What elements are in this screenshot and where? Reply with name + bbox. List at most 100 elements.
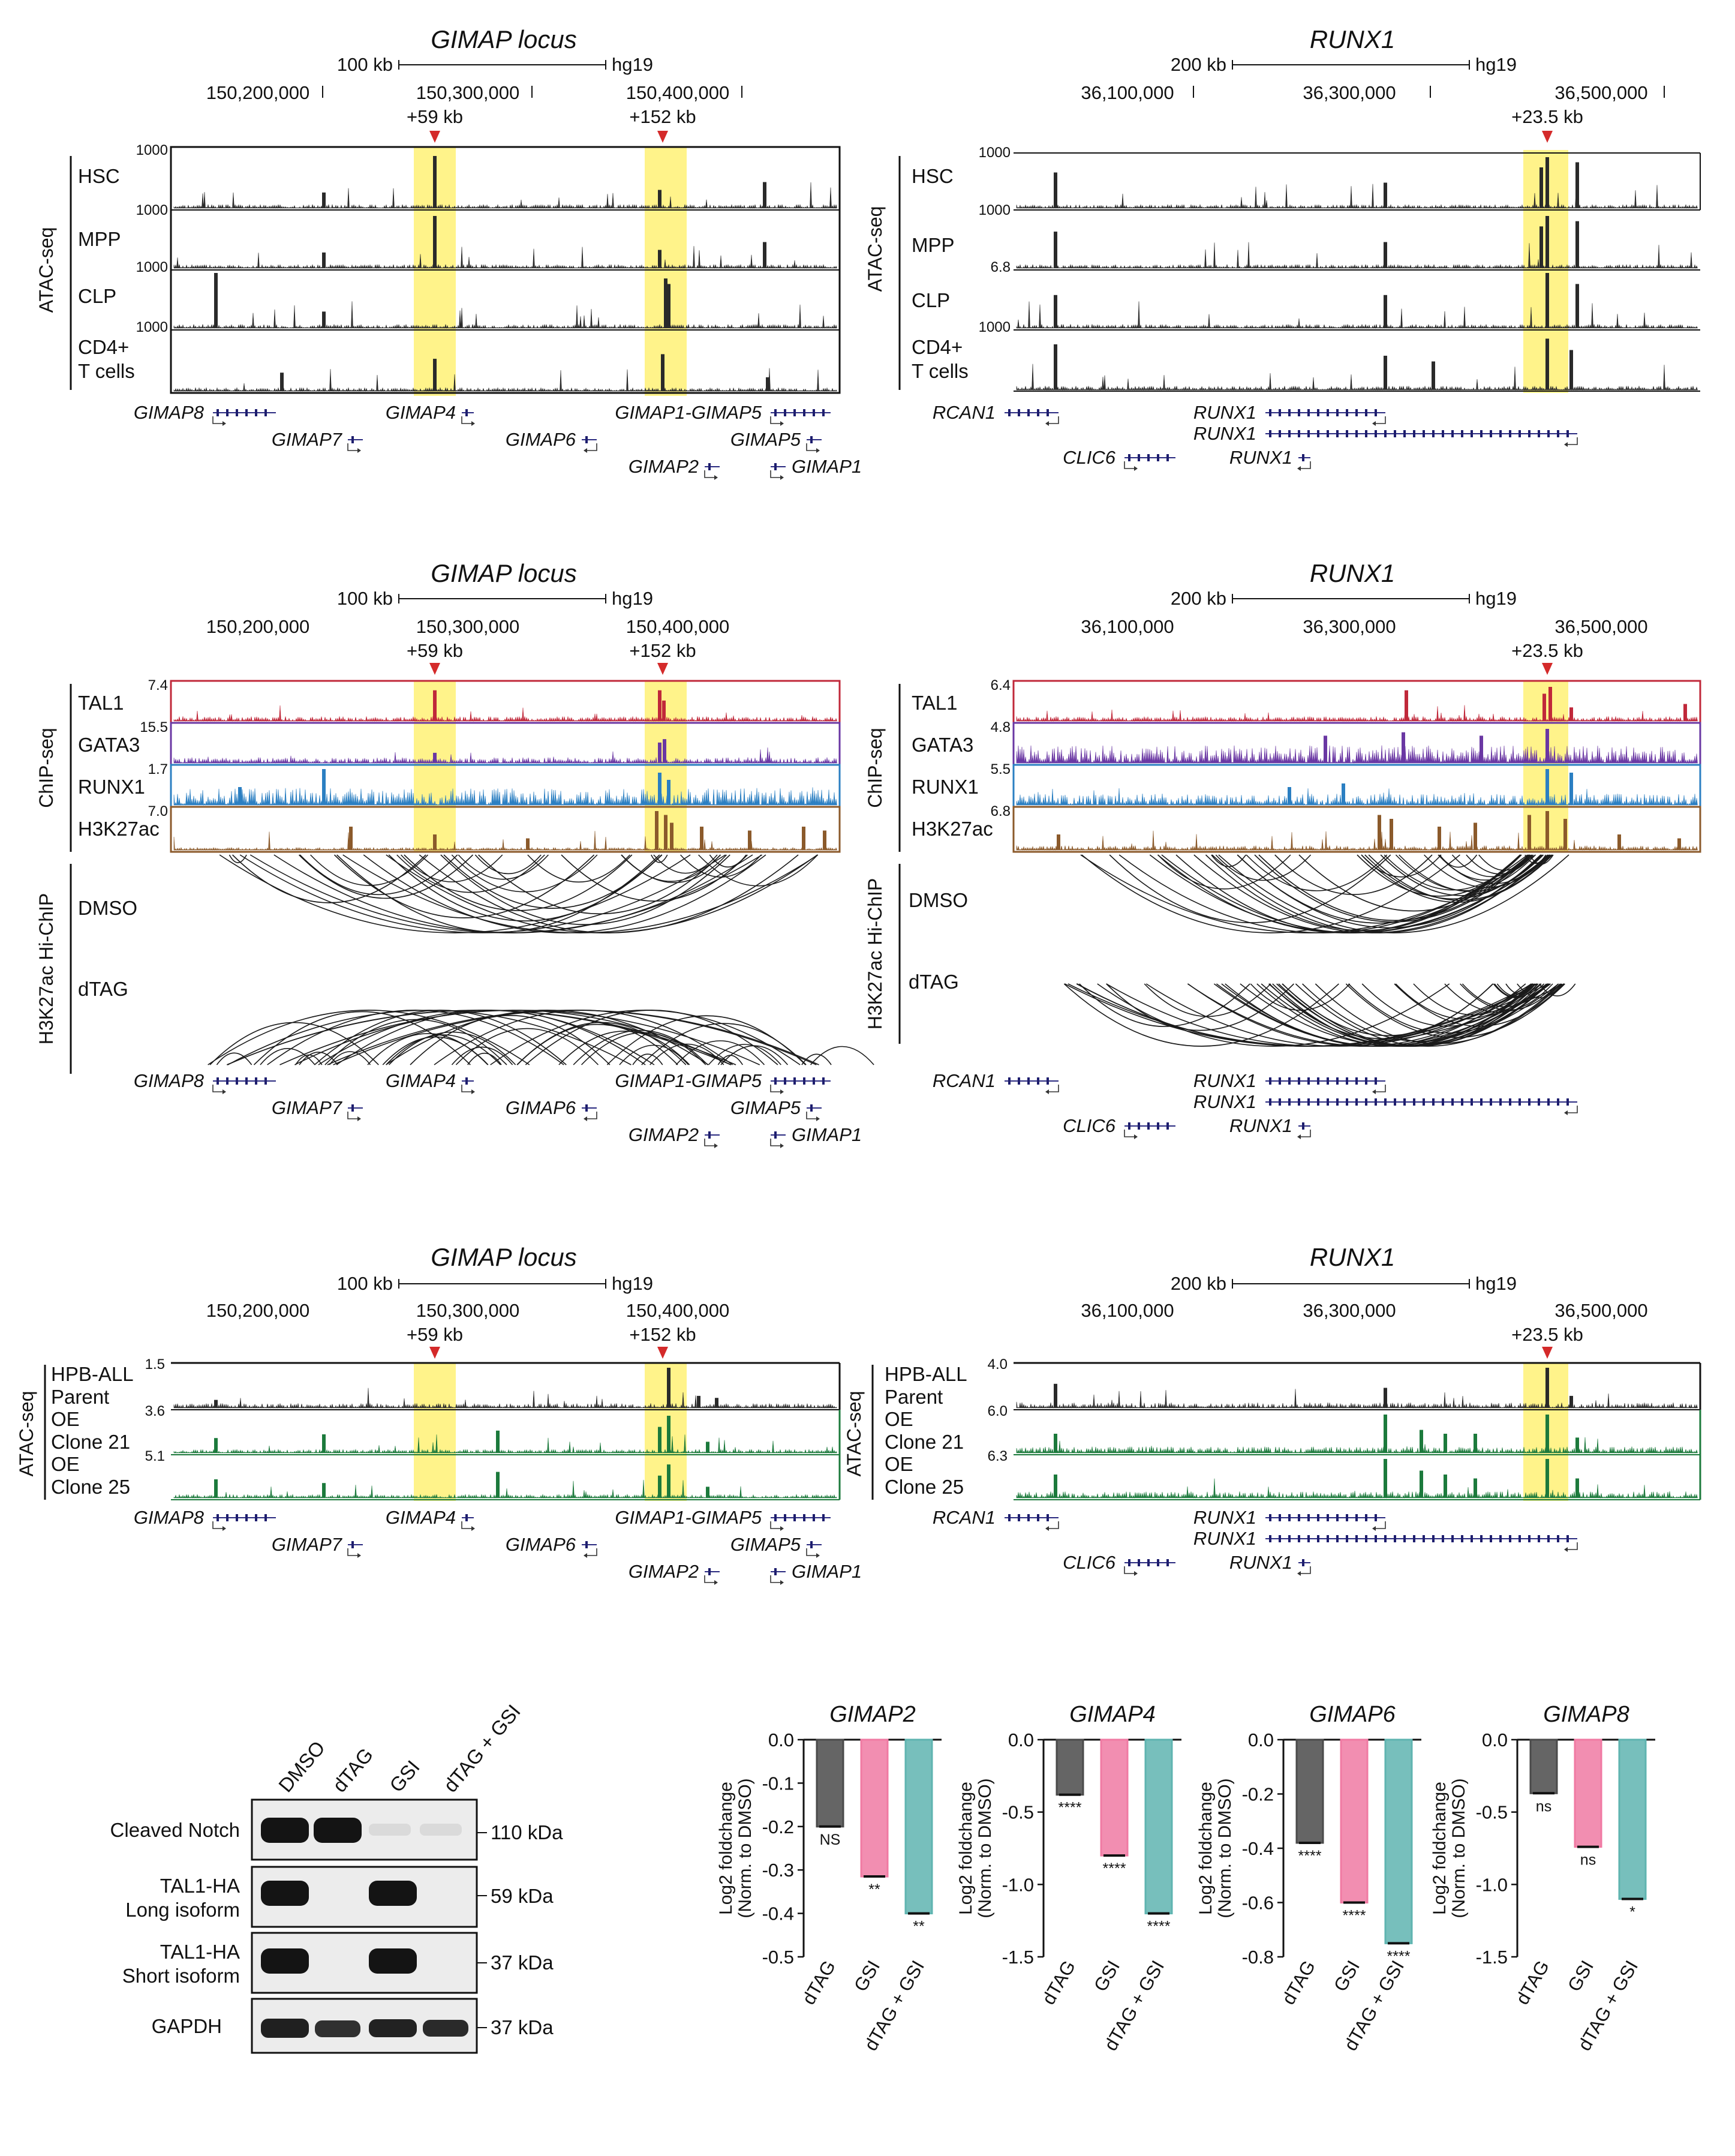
hichip-loop (1258, 854, 1530, 921)
track-label: CD4+ (912, 336, 963, 358)
signal-peak (433, 752, 437, 763)
marker-arrow (1542, 663, 1553, 675)
signal-peak (433, 156, 437, 208)
coord-tick: 36,500,000 (1554, 82, 1647, 103)
peak-track (1016, 157, 1698, 209)
peak-track (1016, 811, 1698, 851)
y-axis-label: Log2 foldchange(Norm. to DMSO) (1196, 1778, 1235, 1918)
hichip-loop (516, 1022, 687, 1065)
signal-noise (1016, 1437, 1698, 1454)
scale-bar-label: 100 kb (337, 1273, 393, 1294)
gene-label: GIMAP5 (730, 429, 801, 450)
significance-label: **** (1343, 1908, 1366, 1924)
bar-chart-gimap2: GIMAP2 0.0 -0.1 -0.2 -0.3 -0.4 -0.5 Log2 foldch… (716, 1702, 942, 2054)
signal-peak (658, 250, 661, 268)
gene-label: RUNX1 (1193, 423, 1256, 444)
hichip-loop (717, 1055, 743, 1065)
hichip-loop (336, 854, 660, 933)
track-label: T cells (78, 360, 135, 382)
signal-peak (1384, 356, 1387, 390)
track-label: MPP (78, 228, 121, 250)
signal-peak (1545, 729, 1549, 763)
signal-peak (658, 1475, 661, 1498)
peak-track (173, 1416, 838, 1454)
track-label: TAL1 (78, 692, 124, 714)
track-label: GATA3 (78, 734, 140, 756)
bar-charts: GIMAP2 0.0 -0.1 -0.2 -0.3 -0.4 -0.5 Log2 foldch… (716, 1702, 1655, 2054)
hichip-loop (273, 854, 753, 933)
bar-dtag (816, 1738, 844, 1828)
hichip-loop (232, 854, 426, 903)
hichip-loop (1298, 854, 1529, 912)
lane-label: GSI (385, 1756, 424, 1796)
panel-chip-hichip: GIMAP locus 100 kb hg19 150,200,000 150,… (35, 559, 1701, 1148)
y-tick-label: -1.5 (1002, 1947, 1034, 1968)
y-axis-label: Log2 foldchange(Norm. to DMSO) (956, 1778, 995, 1918)
gene-label: GIMAP6 (506, 1097, 576, 1118)
signal-noise (173, 1388, 838, 1409)
genome-build: hg19 (1475, 588, 1517, 609)
signal-peak (1288, 787, 1291, 805)
hichip-loop (1439, 854, 1478, 868)
blot-row-label: Short isoform (122, 1965, 240, 1987)
coord-tick: 150,300,000 (416, 82, 519, 103)
blot-band (369, 2019, 417, 2037)
bar-dtag (1295, 1738, 1324, 1844)
hichip-loop (525, 1010, 778, 1065)
track-scale: 15.5 (140, 719, 168, 735)
y-axis-label: Log2 foldchange(Norm. to DMSO) (1430, 1778, 1469, 1918)
bar-dtag (1056, 1738, 1084, 1796)
runx1-chip-tracks: 6.4 4.8 5.5 6.8 ChIP-seq TAL1 GATA3 RUNX… (864, 677, 1701, 853)
hichip-loop (467, 1052, 502, 1065)
chart-title: GIMAP4 (1069, 1702, 1156, 1727)
condition-label: dTAG (909, 971, 959, 993)
y-tick-label: 0.0 (1008, 1729, 1034, 1750)
hichip-loop (1216, 983, 1549, 1047)
track-scale: 7.0 (148, 803, 168, 819)
peak-track (173, 354, 838, 392)
signal-noise (173, 787, 837, 806)
track-scale: 6.8 (991, 803, 1011, 819)
runx1-oe-tracks: 4.0 6.0 6.3 ATAC-seq HPB-ALL Parent OE C… (843, 1356, 1701, 1501)
coord-tick: 36,300,000 (1303, 616, 1396, 637)
gene-label: GIMAP1 (792, 1124, 862, 1145)
hichip-loop (1079, 983, 1250, 1027)
lane-label: dTAG + GSI (439, 1700, 525, 1796)
signal-peak (1575, 162, 1579, 208)
gimap-title: GIMAP locus (431, 1243, 577, 1271)
signal-peak (1539, 167, 1543, 208)
signal-peak (496, 1472, 500, 1498)
hichip-loop (440, 854, 730, 925)
category-label: GSI (1090, 1957, 1124, 1995)
kda-label: 37 kDa (491, 2016, 554, 2038)
track-scale: 1.5 (145, 1356, 165, 1373)
hichip-loop (1193, 854, 1551, 933)
y-tick-label: -0.2 (1242, 1784, 1274, 1805)
scale-bar-label: 200 kb (1171, 54, 1226, 75)
genome-build: hg19 (612, 1273, 653, 1294)
hichip-loop (260, 1047, 315, 1065)
hichip-loop (801, 1053, 832, 1065)
hichip-loop (1118, 854, 1528, 933)
track-label: Parent (885, 1386, 943, 1408)
hichip-loop (810, 1046, 874, 1065)
significance-label: **** (1387, 1948, 1411, 1965)
track-label: T cells (912, 360, 969, 382)
hichip-loop (1097, 983, 1450, 1047)
signal-peak (433, 834, 437, 850)
hichip-loop (333, 854, 595, 918)
signal-peak (663, 739, 666, 763)
hichip-loop (558, 1031, 690, 1065)
coord-tick: 150,200,000 (206, 616, 309, 637)
signal-peak (1438, 827, 1441, 850)
signal-peak (664, 278, 667, 328)
bar-dtaggsi (1618, 1738, 1647, 1900)
signal-peak (1548, 687, 1552, 721)
track-scale: 4.8 (991, 719, 1011, 735)
hichip-loop (434, 1010, 733, 1065)
hichip-loop (1106, 983, 1538, 1047)
blot-band (261, 1818, 309, 1843)
signal-peak (1054, 344, 1057, 390)
gene-label: GIMAP4 (386, 1507, 456, 1528)
lane-label: DMSO (274, 1737, 329, 1797)
